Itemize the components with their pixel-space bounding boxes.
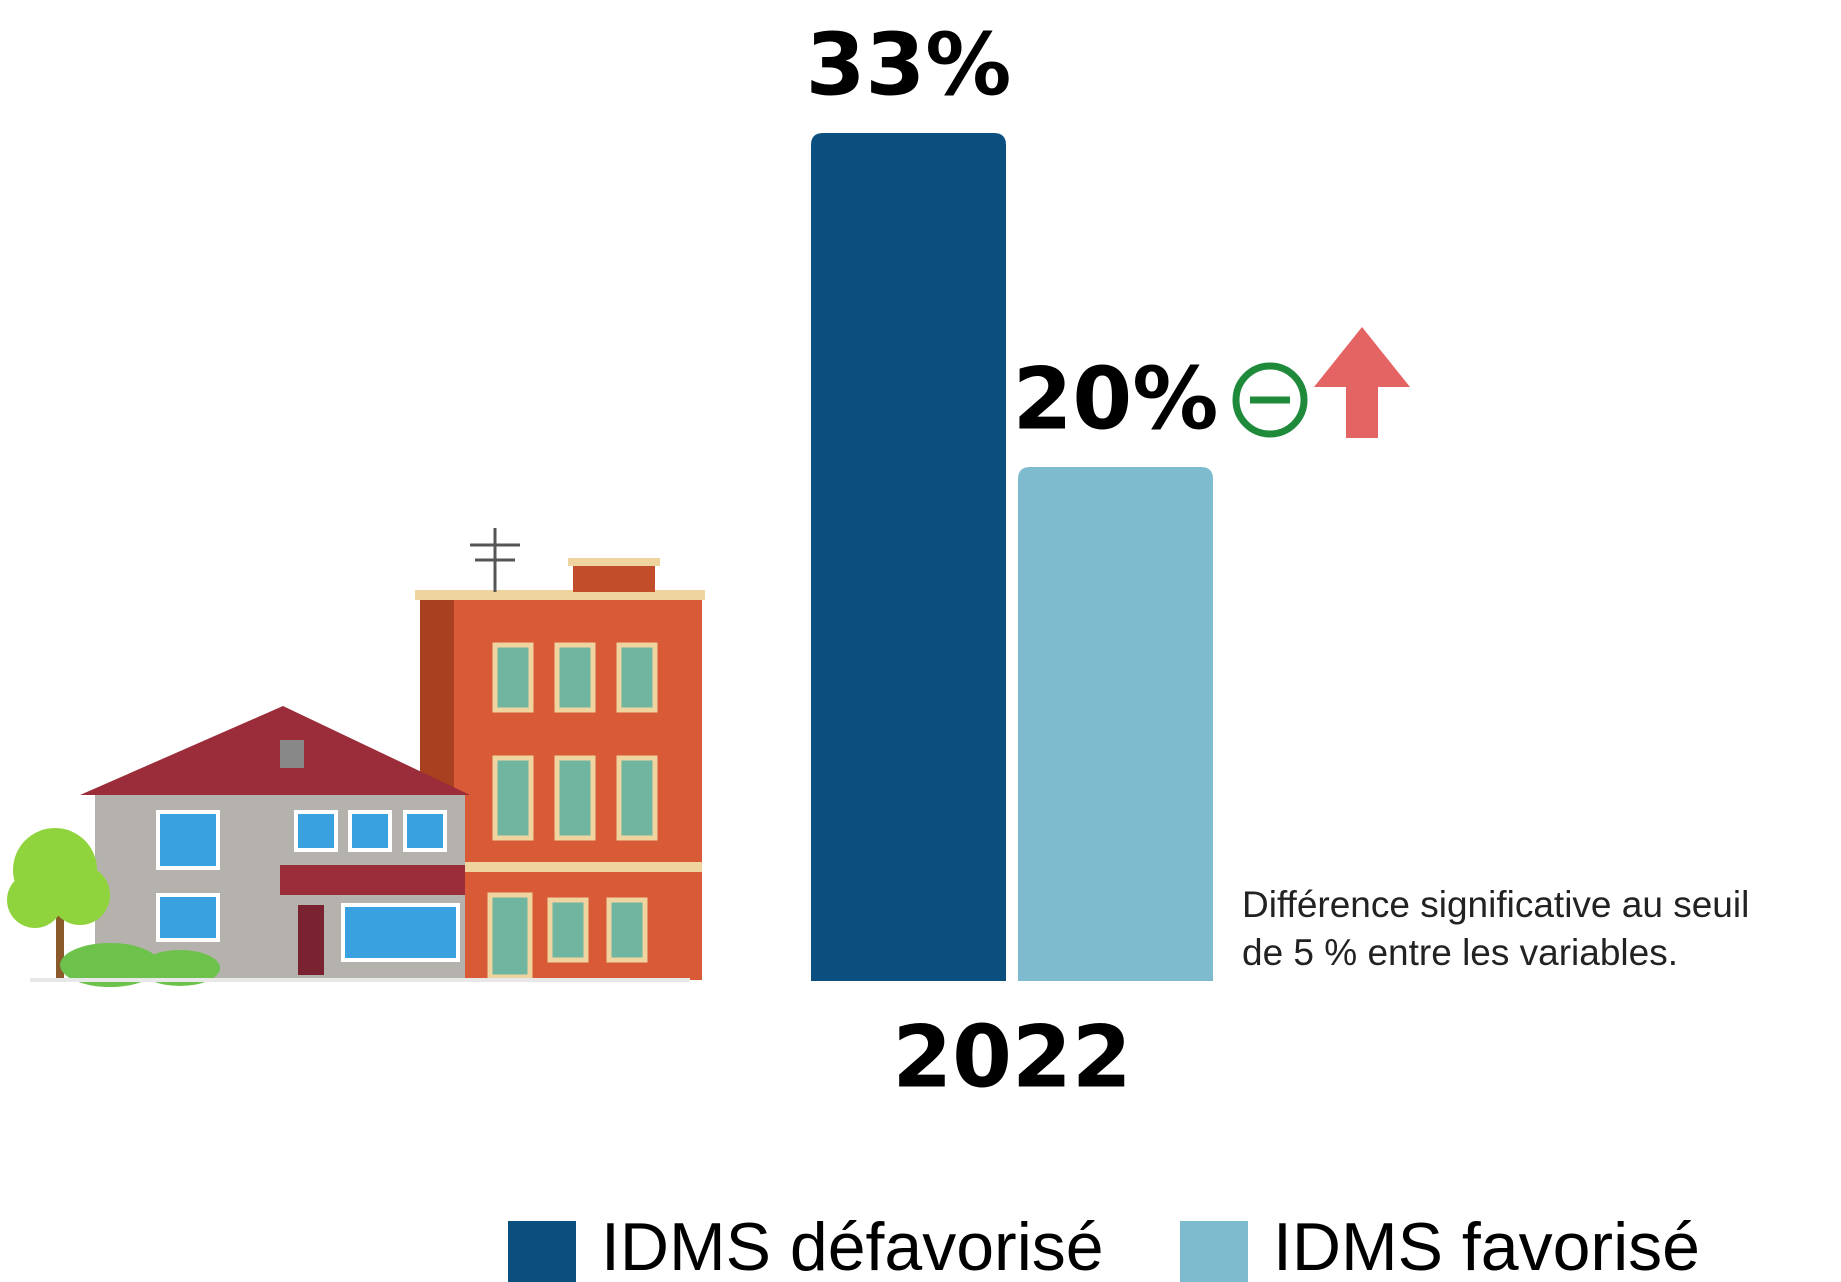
value-label: 33% [806, 15, 1012, 115]
note-line: Différence significative au seuil [1242, 884, 1749, 925]
value-label: 20% [1013, 349, 1219, 449]
bar [1018, 467, 1213, 981]
legend-swatch [1180, 1221, 1248, 1282]
x-tick-label: 2022 [892, 1007, 1131, 1107]
note-line: de 5 % entre les variables. [1242, 932, 1678, 973]
bar [811, 133, 1006, 981]
house-illustration [7, 528, 705, 987]
legend-swatch [508, 1221, 576, 1282]
legend-label: IDMS défavorisé [601, 1209, 1104, 1282]
significance-icons [1232, 327, 1410, 438]
legend-label: IDMS favorisé [1273, 1209, 1700, 1282]
